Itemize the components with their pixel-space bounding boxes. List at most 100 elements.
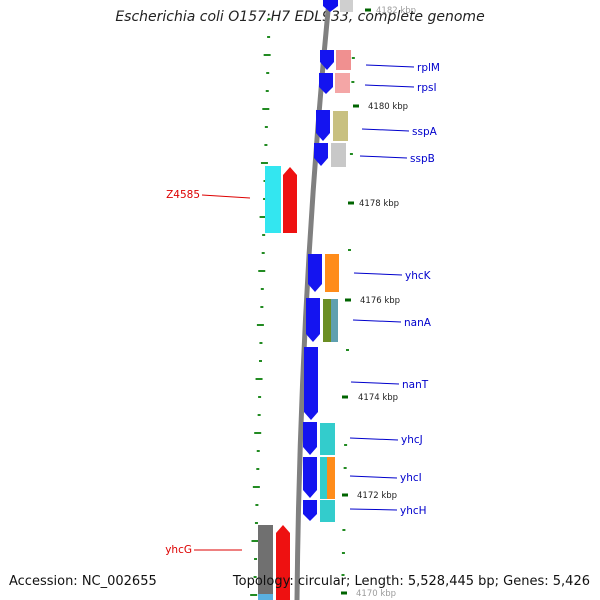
gene-yhcH-block [320, 500, 335, 522]
gc-tick [265, 90, 269, 92]
gene-rplM-block [336, 50, 351, 70]
gene-Z4585-arrow [283, 167, 297, 233]
gene-yhcI-block-1 [320, 457, 327, 499]
gene-rplM-arrow [320, 50, 334, 70]
gc-tick [258, 396, 262, 398]
kbp-tick-mark [345, 298, 351, 302]
kbp-tick-label: 4178 kbp [359, 199, 399, 209]
gc-tick [260, 288, 264, 290]
gene-rpsI-leader-line [364, 84, 415, 88]
gene-Z4585-leader-line [201, 194, 251, 199]
kbp-tick-mark [342, 493, 348, 497]
gc-tick [255, 504, 259, 506]
gene-yhcJ-leader-line [349, 437, 399, 441]
minor-tick [351, 57, 355, 59]
gene-sspB-label: sspB [410, 153, 435, 165]
gc-tick [259, 216, 267, 218]
gene-yhcJ-label: yhcJ [401, 434, 423, 446]
gc-tick [254, 522, 258, 524]
gc-tick [264, 126, 268, 128]
gc-tick [253, 576, 257, 578]
minor-tick [346, 349, 349, 351]
kbp-tick-mark [341, 591, 347, 595]
gene-yhcJ-arrow [303, 422, 317, 455]
kbp-tick-label: 4176 kbp [360, 296, 400, 306]
gene-sspB-block [331, 143, 346, 167]
accession-label: Accession: NC_002655 [9, 574, 157, 589]
gene-sspA-label: sspA [412, 126, 438, 138]
gc-tick [267, 18, 271, 20]
gc-tick [263, 54, 271, 56]
kbp-tick-label: 4182 kbp [376, 6, 416, 16]
gene-nanT-label: nanT [402, 379, 429, 391]
gene-nanT-leader-line [350, 381, 400, 385]
gc-tick [257, 414, 261, 416]
gene-nanA-label: nanA [404, 317, 432, 329]
kbp-tick-label: 4180 kbp [368, 102, 408, 112]
gene-sspA-block [333, 111, 348, 141]
gc-tick [254, 432, 262, 434]
position-scale: 4182 kbp 4180 kbp 4178 kbp 4176 kbp 4174 kbp… [341, 6, 416, 599]
minor-tick [344, 444, 348, 446]
gene-rpsI-label: rpsI [417, 82, 437, 94]
gene-nanA-block-1 [323, 299, 331, 342]
gene-yhcH-leader-line [349, 508, 398, 511]
gene-rpsI-block [335, 73, 350, 93]
minor-tick [351, 81, 355, 83]
gc-tick [252, 486, 260, 488]
gene-yhcJ-block [320, 423, 335, 455]
gene-rplM-leader-line [365, 64, 415, 68]
gc-tick [262, 234, 266, 236]
gene-yhcG-label: yhcG [165, 544, 192, 556]
gc-tick [256, 450, 260, 452]
gc-tick [260, 162, 268, 164]
gene-yhcG-arrow [276, 525, 290, 600]
minor-tick [348, 249, 351, 251]
gene-yhcG-block [258, 525, 273, 600]
gene-yhcK-arrow [308, 254, 322, 292]
gc-tick [251, 540, 259, 542]
gene-yhcH-arrow [303, 500, 317, 521]
gene-yhcK-block [325, 254, 339, 292]
gene-Z4585-block [265, 166, 281, 233]
minor-tick [342, 529, 346, 531]
gene-yhcK-label: yhcK [405, 270, 432, 282]
gene-sspB-leader-line [359, 155, 408, 159]
gene-nanA-leader-line [352, 319, 402, 323]
gene-nanA-arrow [306, 298, 320, 342]
gc-tick [254, 558, 258, 560]
kbp-tick-mark [342, 395, 348, 399]
kbp-tick-label: 4172 kbp [357, 491, 397, 501]
gc-tick [250, 594, 258, 596]
kbp-tick-label: 4170 kbp [356, 589, 396, 599]
gene-labels: rplM rpsI sspA sspB Z4585 yhcK nanA nanT yhcJ yhc… [165, 62, 440, 556]
cds-block [340, 0, 353, 12]
gc-tick [258, 270, 266, 272]
kbp-tick-mark [365, 8, 371, 12]
gc-tick [262, 108, 270, 110]
gene-yhcI-arrow [303, 457, 317, 498]
minor-tick [341, 552, 345, 554]
gene-sspA-leader-line [361, 128, 410, 132]
gene-Z4585-label: Z4585 [166, 189, 200, 201]
feature-track [258, 0, 353, 600]
minor-tick [341, 574, 345, 576]
gene-sspB-arrow [314, 143, 328, 166]
gc-tick [263, 198, 267, 200]
gc-tick [260, 306, 264, 308]
gc-tick [267, 36, 271, 38]
gc-tick [264, 144, 268, 146]
gc-tick [259, 360, 262, 362]
minor-tick [349, 153, 353, 155]
gene-yhcK-leader-line [353, 272, 403, 276]
gene-nanA-block-2 [331, 299, 338, 342]
kbp-tick-mark [348, 201, 354, 205]
gc-content-track [250, 18, 271, 596]
cds-block [323, 0, 338, 12]
gene-rplM-label: rplM [417, 62, 440, 74]
gc-tick [259, 342, 263, 344]
kbp-tick-mark [353, 104, 359, 108]
gene-yhcI-block-2 [327, 457, 335, 499]
gene-sspA-arrow [316, 110, 330, 141]
